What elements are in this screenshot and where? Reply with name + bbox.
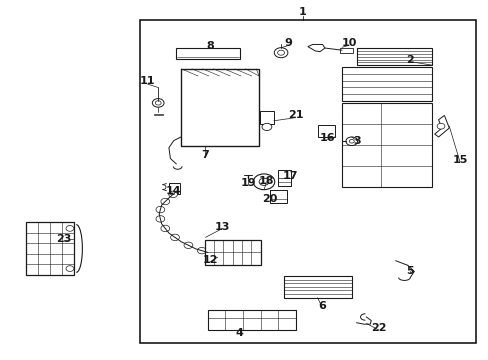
Bar	[317, 126, 334, 137]
Circle shape	[152, 99, 163, 107]
Text: 17: 17	[283, 171, 298, 181]
Text: 21: 21	[287, 111, 303, 121]
Circle shape	[161, 225, 169, 231]
Circle shape	[66, 266, 74, 271]
Bar	[176, 48, 239, 59]
Circle shape	[259, 178, 268, 185]
Polygon shape	[154, 114, 162, 116]
Circle shape	[253, 174, 274, 190]
Circle shape	[345, 137, 357, 145]
Text: 14: 14	[165, 186, 181, 197]
Text: 12: 12	[202, 255, 218, 265]
Text: 3: 3	[352, 136, 360, 145]
Polygon shape	[434, 116, 448, 137]
Bar	[204, 239, 260, 265]
Text: 7: 7	[201, 150, 209, 160]
Text: 2: 2	[406, 55, 413, 65]
Text: 9: 9	[284, 38, 292, 48]
Bar	[339, 48, 352, 53]
Bar	[26, 222, 74, 275]
Bar	[277, 170, 291, 186]
Bar	[260, 111, 273, 125]
Bar	[341, 67, 431, 101]
Bar	[269, 190, 286, 203]
Text: 16: 16	[319, 133, 334, 143]
Bar	[181, 69, 259, 146]
Text: 20: 20	[262, 194, 277, 204]
Circle shape	[170, 234, 179, 240]
Circle shape	[156, 216, 164, 222]
Circle shape	[274, 48, 287, 58]
Circle shape	[277, 50, 284, 55]
Bar	[207, 310, 295, 330]
Text: 1: 1	[299, 7, 306, 17]
Text: 11: 11	[139, 76, 154, 86]
Circle shape	[156, 206, 164, 213]
Text: 15: 15	[451, 155, 467, 165]
Text: 13: 13	[214, 222, 230, 231]
Bar	[341, 103, 431, 187]
Circle shape	[155, 101, 161, 105]
Text: 4: 4	[235, 328, 243, 338]
Circle shape	[348, 139, 353, 143]
Bar	[140, 21, 475, 343]
Bar	[283, 276, 351, 298]
Circle shape	[161, 198, 169, 205]
Text: 18: 18	[258, 176, 274, 186]
Circle shape	[183, 242, 192, 248]
Circle shape	[197, 247, 206, 254]
Bar	[168, 183, 179, 194]
Text: 6: 6	[318, 301, 326, 311]
Text: 10: 10	[341, 38, 356, 48]
Text: 5: 5	[406, 266, 413, 276]
Circle shape	[66, 226, 74, 231]
Circle shape	[168, 191, 177, 198]
Text: 22: 22	[370, 323, 386, 333]
Polygon shape	[307, 44, 325, 51]
Circle shape	[262, 123, 271, 131]
Text: 8: 8	[206, 41, 214, 50]
Text: 19: 19	[240, 178, 256, 188]
Circle shape	[436, 123, 444, 129]
Bar	[356, 48, 431, 65]
Text: 23: 23	[56, 234, 72, 244]
